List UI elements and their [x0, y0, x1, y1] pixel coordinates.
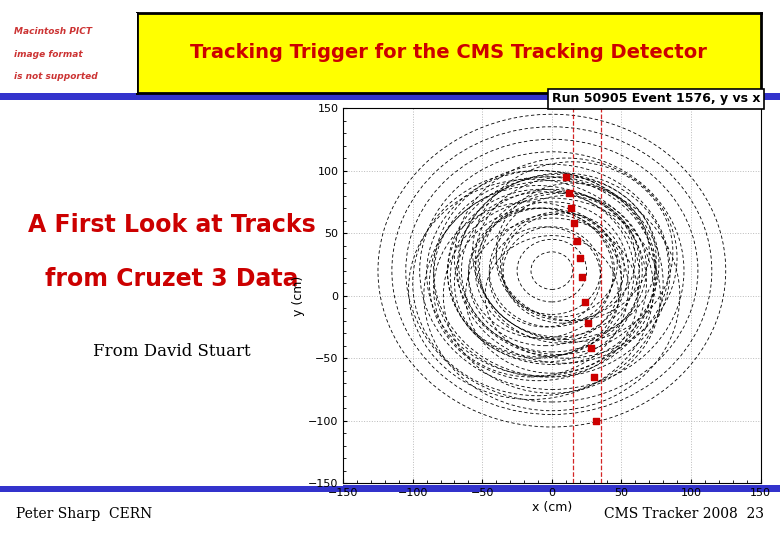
Point: [590, 416, 603, 425]
Point: [579, 298, 591, 306]
Point: [584, 344, 597, 353]
Text: image format: image format: [14, 50, 82, 59]
Text: from Cruzet 3 Data: from Cruzet 3 Data: [44, 267, 298, 291]
Point: [559, 172, 572, 181]
Text: CMS Tracker 2008  23: CMS Tracker 2008 23: [604, 507, 764, 521]
Point: [582, 319, 594, 327]
Text: From David Stuart: From David Stuart: [93, 343, 250, 360]
Point: [576, 273, 589, 281]
Text: A First Look at Tracks: A First Look at Tracks: [28, 213, 315, 237]
Text: Run 50905 Event 1576, y vs x: Run 50905 Event 1576, y vs x: [552, 92, 760, 105]
X-axis label: x (cm): x (cm): [532, 501, 572, 514]
Point: [562, 189, 575, 198]
Point: [568, 219, 580, 227]
Y-axis label: y (cm): y (cm): [292, 275, 305, 316]
Point: [587, 373, 600, 381]
Point: [571, 237, 583, 245]
Point: [565, 204, 577, 212]
Point: [573, 254, 586, 262]
Text: Tracking Trigger for the CMS Tracking Detector: Tracking Trigger for the CMS Tracking De…: [190, 43, 707, 63]
Text: Macintosh PICT: Macintosh PICT: [14, 28, 92, 36]
Text: is not supported: is not supported: [14, 72, 98, 81]
Text: Peter Sharp  CERN: Peter Sharp CERN: [16, 507, 152, 521]
